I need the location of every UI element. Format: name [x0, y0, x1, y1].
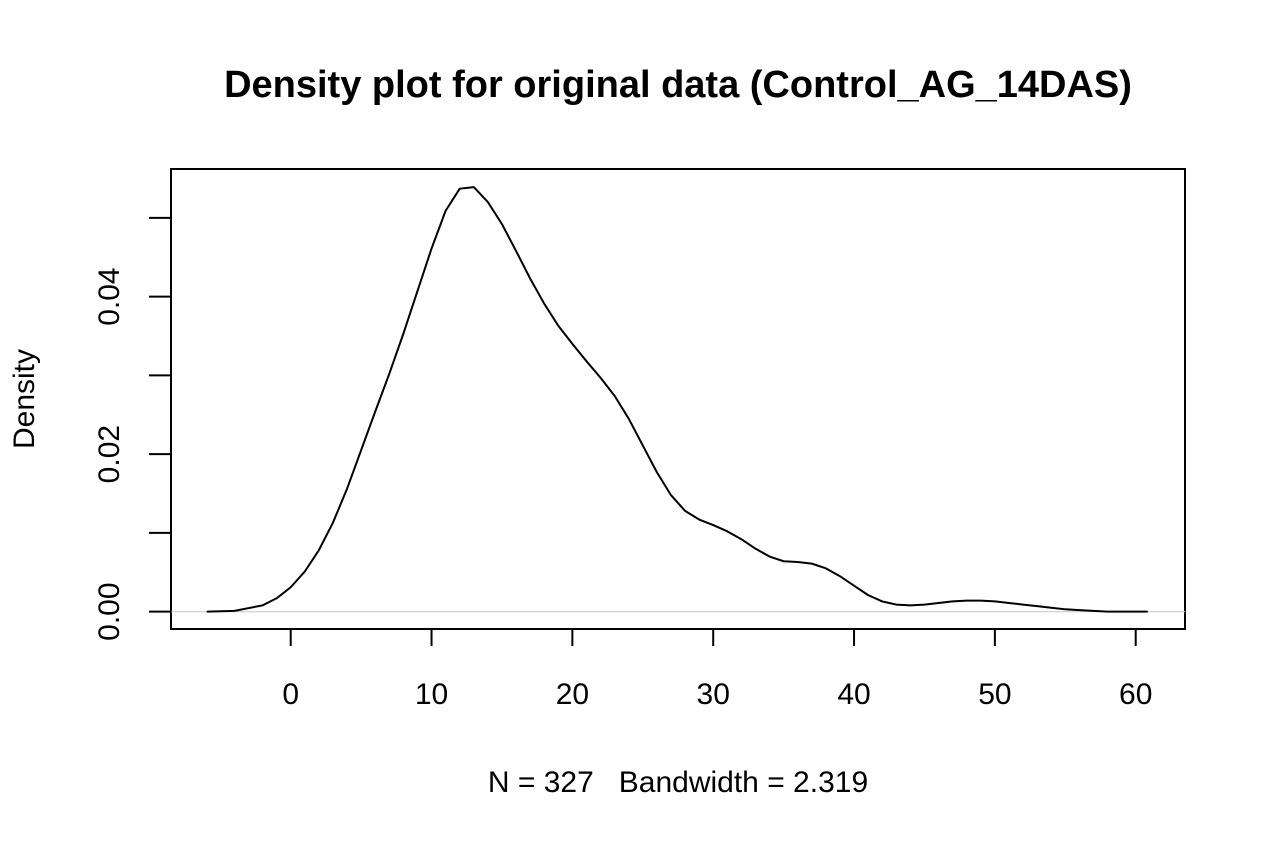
x-tick-label: 20 [556, 678, 589, 711]
y-tick-label: 0.00 [93, 582, 126, 640]
y-tick-label: 0.02 [93, 425, 126, 483]
density-curve-line [206, 186, 1148, 613]
x-tick-label: 30 [697, 678, 730, 711]
x-axis-label: N = 327 Bandwidth = 2.319 [488, 766, 868, 799]
y-tick-label: 0.04 [93, 267, 126, 325]
y-axis-label: Density [8, 349, 41, 449]
x-tick-label: 10 [415, 678, 448, 711]
x-tick-label: 0 [282, 678, 299, 711]
plot-box [170, 168, 1186, 630]
chart-title: Density plot for original data (Control_… [224, 64, 1132, 106]
x-tick-label: 50 [978, 678, 1011, 711]
x-axis: 0 10 20 30 40 50 60 [282, 628, 1152, 711]
y-axis: 0.00 0.02 0.04 [93, 216, 172, 641]
x-tick-label: 60 [1119, 678, 1152, 711]
x-tick-label: 40 [837, 678, 870, 711]
series-layer [206, 186, 1148, 613]
